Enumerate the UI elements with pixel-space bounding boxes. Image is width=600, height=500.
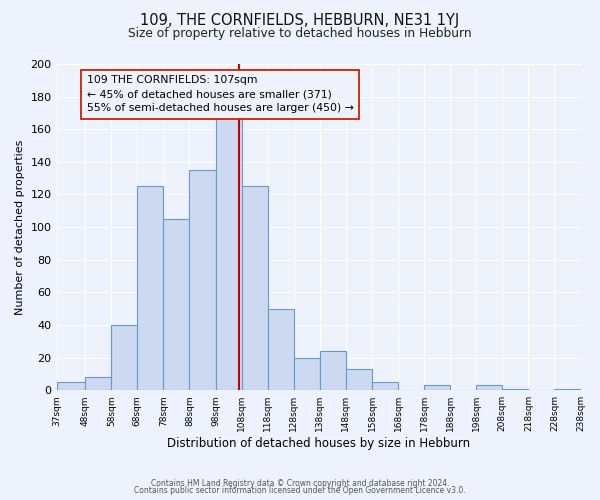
X-axis label: Distribution of detached houses by size in Hebburn: Distribution of detached houses by size … bbox=[167, 437, 470, 450]
Text: 109 THE CORNFIELDS: 107sqm
← 45% of detached houses are smaller (371)
55% of sem: 109 THE CORNFIELDS: 107sqm ← 45% of deta… bbox=[86, 76, 353, 114]
Bar bbox=[85, 377, 111, 390]
Bar bbox=[163, 219, 190, 390]
Y-axis label: Number of detached properties: Number of detached properties bbox=[15, 140, 25, 315]
Bar bbox=[554, 388, 581, 390]
Bar bbox=[215, 113, 242, 390]
Bar bbox=[424, 386, 450, 390]
Bar bbox=[476, 386, 502, 390]
Text: Size of property relative to detached houses in Hebburn: Size of property relative to detached ho… bbox=[128, 28, 472, 40]
Bar bbox=[372, 382, 398, 390]
Text: Contains public sector information licensed under the Open Government Licence v3: Contains public sector information licen… bbox=[134, 486, 466, 495]
Bar bbox=[242, 186, 268, 390]
Bar bbox=[137, 186, 163, 390]
Bar bbox=[294, 358, 320, 390]
Bar bbox=[268, 308, 294, 390]
Bar bbox=[190, 170, 215, 390]
Text: Contains HM Land Registry data © Crown copyright and database right 2024.: Contains HM Land Registry data © Crown c… bbox=[151, 478, 449, 488]
Bar bbox=[346, 369, 372, 390]
Text: 109, THE CORNFIELDS, HEBBURN, NE31 1YJ: 109, THE CORNFIELDS, HEBBURN, NE31 1YJ bbox=[140, 12, 460, 28]
Bar bbox=[111, 325, 137, 390]
Bar bbox=[56, 382, 85, 390]
Bar bbox=[320, 351, 346, 390]
Bar bbox=[502, 388, 529, 390]
